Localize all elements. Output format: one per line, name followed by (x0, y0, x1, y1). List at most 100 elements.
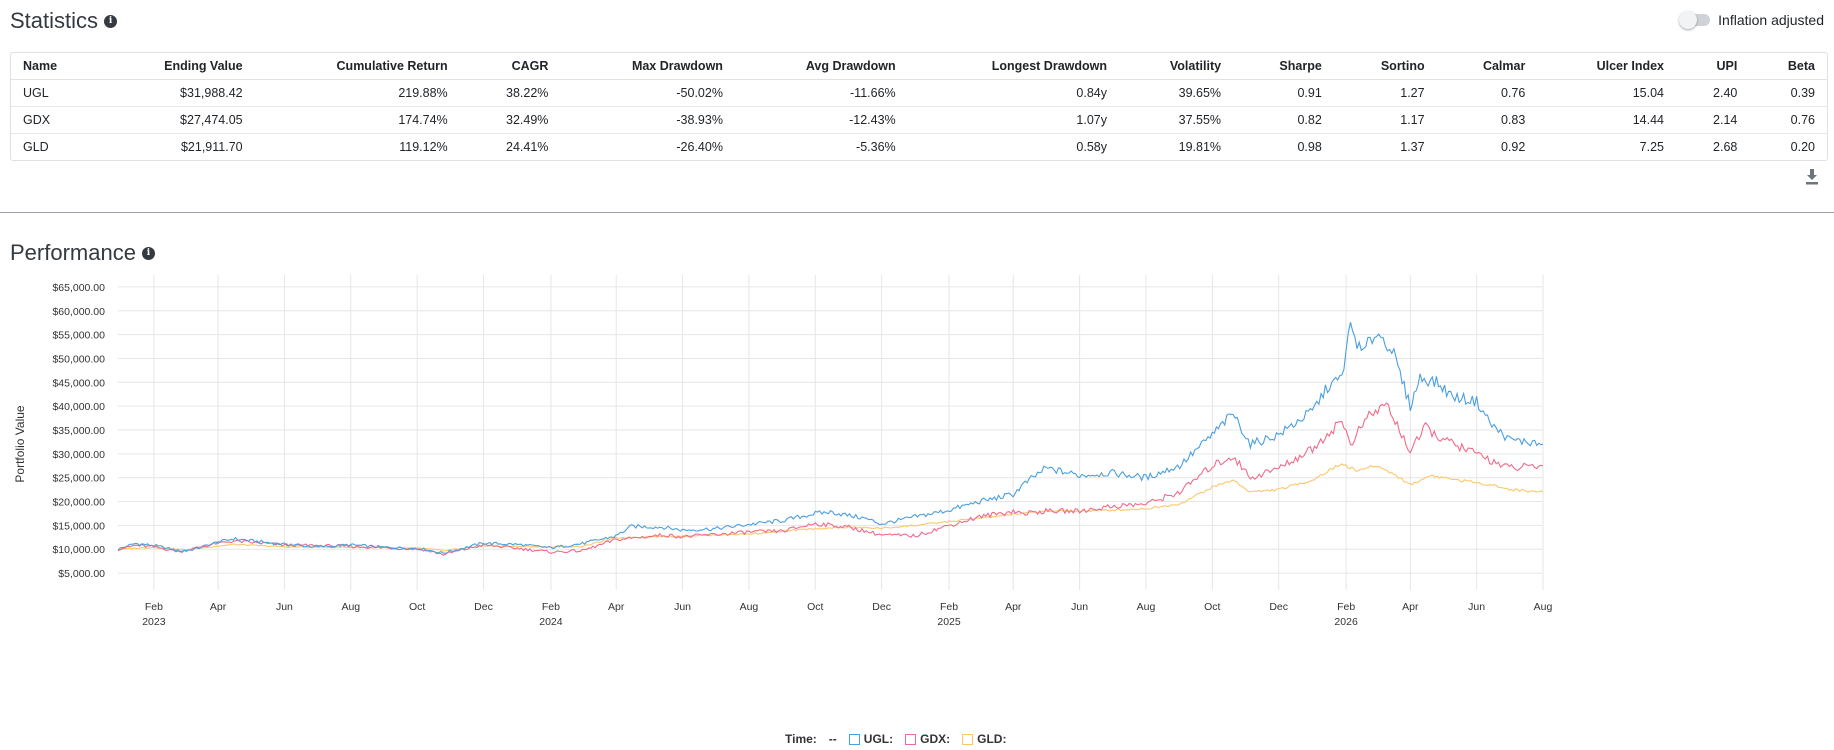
table-cell: -12.43% (734, 106, 908, 134)
info-icon[interactable]: i (141, 246, 155, 260)
performance-title-text: Performance (10, 240, 136, 265)
column-header[interactable]: Volatility (1119, 53, 1234, 80)
y-tick-label: $65,000.00 (52, 282, 105, 294)
download-icon[interactable] (1804, 168, 1820, 186)
table-cell: 0.91 (1233, 79, 1334, 107)
table-cell: GLD (23, 140, 49, 154)
table-cell: 2.40 (1676, 79, 1750, 107)
legend-item-gdx[interactable]: GDX: (905, 732, 950, 746)
table-cell: 14.44 (1537, 106, 1676, 134)
legend-label-gdx: GDX: (920, 732, 951, 746)
legend-time-value: -- (828, 732, 837, 746)
column-header[interactable]: Ending Value (99, 53, 255, 80)
x-tick-label: Feb (542, 601, 560, 613)
table-cell: -38.93% (560, 106, 735, 134)
table-cell: 174.74% (254, 106, 460, 134)
table-cell: 219.88% (254, 79, 460, 107)
column-header[interactable]: Name (11, 53, 100, 80)
statistics-title-text: Statistics (10, 8, 99, 33)
toggle-knob[interactable] (1679, 11, 1698, 29)
table-cell: 1.07y (907, 106, 1119, 134)
x-tick-label: Jun (674, 601, 691, 613)
table-body: UGL $31,988.42 219.88% 38.22% -50.02% -11.66%… (11, 79, 1827, 161)
table-cell: 38.22% (459, 79, 561, 107)
x-tick-label: Oct (409, 601, 425, 613)
table-cell: -5.36% (856, 140, 896, 154)
legend-time-label: Time: (785, 732, 817, 746)
column-header[interactable]: Cumulative Return (254, 53, 460, 80)
x-tick-label: Feb (940, 601, 958, 613)
x-tick-label: Aug (341, 601, 360, 613)
performance-chart[interactable]: $5,000.00 $10,000.00 $15,000.00 $20,000.00 $… (0, 275, 1834, 730)
legend-label-gld: GLD: (977, 732, 1007, 746)
column-header[interactable]: Max Drawdown (560, 53, 735, 80)
table-cell: 0.39 (1749, 79, 1827, 107)
x-tick-label: Apr (1402, 601, 1419, 613)
y-tick-label: $55,000.00 (52, 330, 105, 342)
column-header[interactable]: Sharpe (1233, 53, 1334, 80)
table-cell: GDX (11, 106, 100, 134)
table-cell: 0.83 (1436, 106, 1538, 134)
column-header[interactable]: Sortino (1333, 53, 1437, 80)
statistics-table: Name Ending Value Cumulative Return CAGR Max… (11, 53, 1827, 160)
x-tick-label: Dec (872, 601, 891, 613)
x-tick-label: Oct (807, 601, 823, 613)
x-tick-label: Feb (145, 601, 163, 613)
y-tick-label: $60,000.00 (52, 306, 105, 318)
table-cell: $27,474.05 (99, 106, 255, 134)
column-header[interactable]: Longest Drawdown (907, 53, 1119, 80)
x-year-label: 2025 (937, 616, 961, 628)
table-cell: -50.02% (560, 79, 735, 107)
x-tick-label: Jun (1468, 601, 1485, 613)
inflation-toggle[interactable]: Inflation adjusted (1679, 11, 1824, 29)
x-tick-label: Jun (276, 601, 293, 613)
x-tick-label: Feb (1337, 601, 1355, 613)
table-cell: 0.76 (1436, 79, 1538, 107)
column-header[interactable]: Beta (1749, 53, 1827, 80)
x-tick-label: Apr (608, 601, 625, 613)
toggle-switch[interactable] (1679, 11, 1711, 29)
table-cell: 1.37 (1400, 140, 1425, 154)
info-icon[interactable]: i (104, 14, 118, 28)
table-cell: 0.92 (1500, 140, 1526, 154)
column-header[interactable]: Avg Drawdown (734, 53, 908, 80)
table-cell: 7.25 (1639, 140, 1664, 154)
x-tick-label: Jun (1071, 601, 1088, 613)
legend-swatch-gld (962, 733, 974, 745)
x-tick-label: Aug (1137, 601, 1156, 613)
y-tick-label: $35,000.00 (52, 425, 105, 437)
column-header[interactable]: UPI (1676, 53, 1750, 80)
y-tick-label: $25,000.00 (52, 473, 105, 485)
table-cell: 2.68 (1713, 140, 1738, 154)
series-line-gld (117, 463, 1544, 552)
section-divider (0, 212, 1834, 213)
x-tick-label: Dec (474, 601, 493, 613)
y-tick-label: $20,000.00 (52, 497, 105, 509)
table-cell: 0.76 (1749, 106, 1827, 134)
series-line-ugl (117, 322, 1544, 554)
table-header-row: Name Ending Value Cumulative Return CAGR Max… (11, 53, 1827, 80)
table-cell: -11.66% (734, 79, 908, 107)
column-header[interactable]: CAGR (459, 53, 561, 80)
table-cell: 1.17 (1333, 106, 1437, 134)
column-header[interactable]: Ulcer Index (1537, 53, 1676, 80)
column-header[interactable]: Calmar (1436, 53, 1538, 80)
legend-swatch-ugl (848, 733, 860, 745)
x-tick-label: Apr (1005, 601, 1022, 613)
table-cell: $21,911.70 (180, 140, 243, 154)
legend-item-gld[interactable]: GLD: (962, 732, 1006, 746)
table-cell: 19.81% (1178, 140, 1222, 154)
y-tick-label: $45,000.00 (52, 377, 105, 389)
table-cell: 2.14 (1676, 106, 1750, 134)
x-year-label: 2024 (539, 616, 563, 628)
legend-label-ugl: UGL: (863, 732, 894, 746)
inflation-label: Inflation adjusted (1718, 12, 1824, 28)
legend-item-ugl[interactable]: UGL: (848, 732, 894, 746)
table-cell: -26.40% (676, 140, 723, 154)
x-year-label: 2023 (142, 616, 166, 628)
table-cell: 39.65% (1119, 79, 1234, 107)
y-tick-label: $40,000.00 (52, 401, 105, 413)
table-row: GLD $21,911.70 119.12% 24.41% -26.40% -5.36% 0… (11, 134, 1827, 161)
y-tick-label: $15,000.00 (52, 520, 105, 532)
table-row: UGL $31,988.42 219.88% 38.22% -50.02% -11.66%… (11, 79, 1827, 107)
